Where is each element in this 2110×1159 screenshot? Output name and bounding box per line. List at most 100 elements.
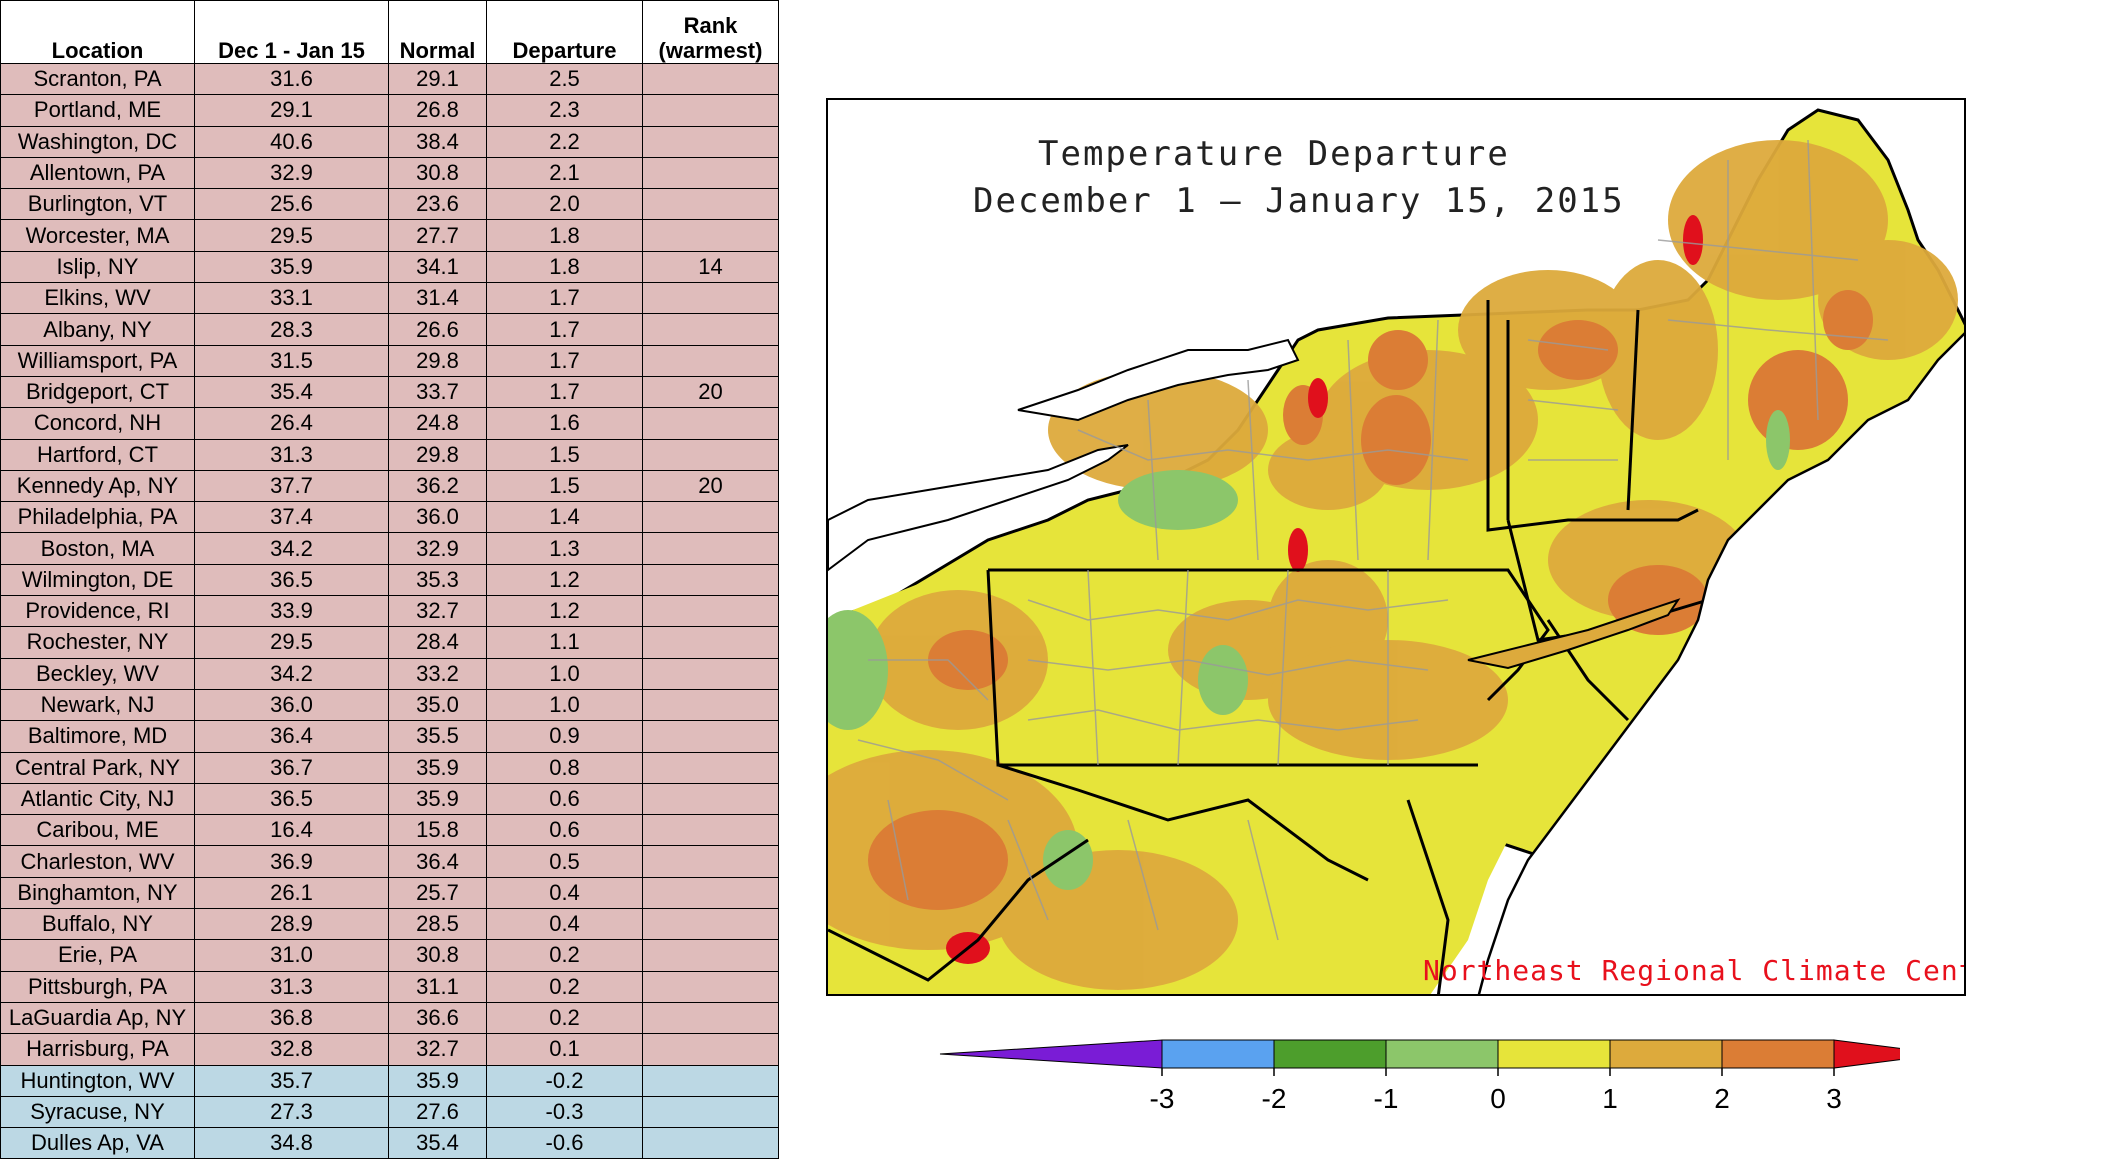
cell-departure: 2.5 [486,62,643,96]
table-row: Portland, ME 29.1 26.8 2.3 [0,94,877,127]
cell-normal: 35.5 [388,720,487,753]
table-row: Buffalo, NY 28.9 28.5 0.4 [0,908,877,941]
cell-period: 40.6 [194,125,389,158]
cell-period: 29.5 [194,626,389,659]
cell-period: 36.0 [194,688,389,722]
header-departure: Departure [486,0,643,64]
cell-period: 35.4 [194,375,389,409]
cell-departure: 0.6 [486,814,643,847]
cell-period: 29.1 [194,94,389,127]
cell-location: Kennedy Ap, NY [0,469,195,503]
cell-location: Allentown, PA [0,156,195,190]
cell-rank [642,626,779,659]
table-row: Central Park, NY 36.7 35.9 0.8 [0,751,877,784]
header-rank: Rank (warmest) [642,0,779,64]
table-row: Williamsport, PA 31.5 29.8 1.7 [0,344,877,377]
cell-departure: 1.7 [486,282,643,315]
table-header-row: Location Dec 1 - Jan 15 Normal Departure… [0,0,877,64]
cell-rank [642,1127,779,1159]
table-row: LaGuardia Ap, NY 36.8 36.6 0.2 [0,1001,877,1035]
cell-departure: -0.3 [486,1095,643,1129]
cell-rank [642,688,779,722]
map-title-line2: December 1 — January 15, 2015 [973,181,1625,221]
colorbar: -3 -2 -1 0 1 2 3 [939,1039,1900,1114]
cell-rank [642,407,779,440]
cell-period: 32.8 [194,1033,389,1066]
cell-normal: 33.2 [388,657,487,690]
cell-location: Erie, PA [0,939,195,972]
cell-location: Huntington, WV [0,1064,195,1097]
cell-location: Concord, NH [0,407,195,440]
map-canvas: Temperature Departure December 1 — Janua… [828,108,1964,994]
cell-period: 32.9 [194,156,389,190]
cell-normal: 32.7 [388,1033,487,1066]
table-row: Providence, RI 33.9 32.7 1.2 [0,595,877,628]
cell-departure: 0.5 [486,845,643,878]
cell-normal: 29.8 [388,438,487,471]
table-row: Charleston, WV 36.9 36.4 0.5 [0,845,877,878]
cell-period: 34.2 [194,657,389,690]
cell-location: Williamsport, PA [0,344,195,377]
table-row: Dulles Ap, VA 34.8 35.4 -0.6 [0,1127,877,1159]
cell-period: 26.4 [194,407,389,440]
cell-normal: 35.9 [388,782,487,816]
colorbar-bin [939,1039,1163,1069]
cell-location: Philadelphia, PA [0,501,195,534]
cell-departure: 1.5 [486,469,643,503]
colorbar-bin [1721,1039,1835,1069]
long-island [1467,598,1681,670]
cell-location: Burlington, VT [0,188,195,221]
colorbar-bin [1161,1039,1275,1069]
cell-rank [642,1095,779,1129]
cell-normal: 38.4 [388,125,487,158]
cell-period: 34.8 [194,1127,389,1159]
cell-period: 36.5 [194,563,389,597]
cell-rank [642,595,779,628]
cell-period: 28.9 [194,908,389,941]
table-row: Atlantic City, NJ 36.5 35.9 0.6 [0,782,877,816]
cell-rank [642,970,779,1003]
cell-location: Baltimore, MD [0,720,195,753]
cell-departure: 1.7 [486,344,643,377]
cell-rank [642,657,779,690]
cell-departure: 0.4 [486,876,643,910]
cell-location: Worcester, MA [0,219,195,252]
colorbar-bin [1609,1039,1723,1069]
cell-normal: 26.8 [388,94,487,127]
cell-location: Washington, DC [0,125,195,158]
table-row: Harrisburg, PA 32.8 32.7 0.1 [0,1033,877,1066]
cell-rank [642,1001,779,1035]
colorbar-ticks: -3 -2 -1 0 1 2 3 [1150,1068,1842,1114]
cell-period: 36.7 [194,751,389,784]
cell-normal: 35.9 [388,751,487,784]
cell-normal: 27.6 [388,1095,487,1129]
cell-location: Hartford, CT [0,438,195,471]
cell-rank [642,876,779,910]
cell-normal: 36.4 [388,845,487,878]
map-title-line1: Temperature Departure [1038,134,1510,174]
cell-departure: 1.7 [486,375,643,409]
cell-normal: 31.4 [388,282,487,315]
table-row: Concord, NH 26.4 24.8 1.6 [0,407,877,440]
cell-departure: 1.2 [486,595,643,628]
header-period: Dec 1 - Jan 15 [194,0,389,64]
station-table: Location Dec 1 - Jan 15 Normal Departure… [0,0,877,1159]
cell-departure: 0.2 [486,970,643,1003]
cell-departure: 1.3 [486,532,643,565]
cell-period: 31.6 [194,62,389,96]
cell-rank [642,939,779,972]
cell-period: 31.3 [194,438,389,471]
cell-departure: 0.4 [486,908,643,941]
cell-normal: 15.8 [388,814,487,847]
cell-departure: 1.7 [486,313,643,346]
table-row: Worcester, MA 29.5 27.7 1.8 [0,219,877,252]
colorbar-bin [1385,1039,1499,1069]
cell-location: Dulles Ap, VA [0,1127,195,1159]
cell-departure: -0.2 [486,1064,643,1097]
cell-location: Beckley, WV [0,657,195,690]
cell-departure: 1.8 [486,219,643,252]
cell-rank [642,532,779,565]
table-row: Syracuse, NY 27.3 27.6 -0.3 [0,1095,877,1129]
cell-period: 31.3 [194,970,389,1003]
table-row: Elkins, WV 33.1 31.4 1.7 [0,282,877,315]
